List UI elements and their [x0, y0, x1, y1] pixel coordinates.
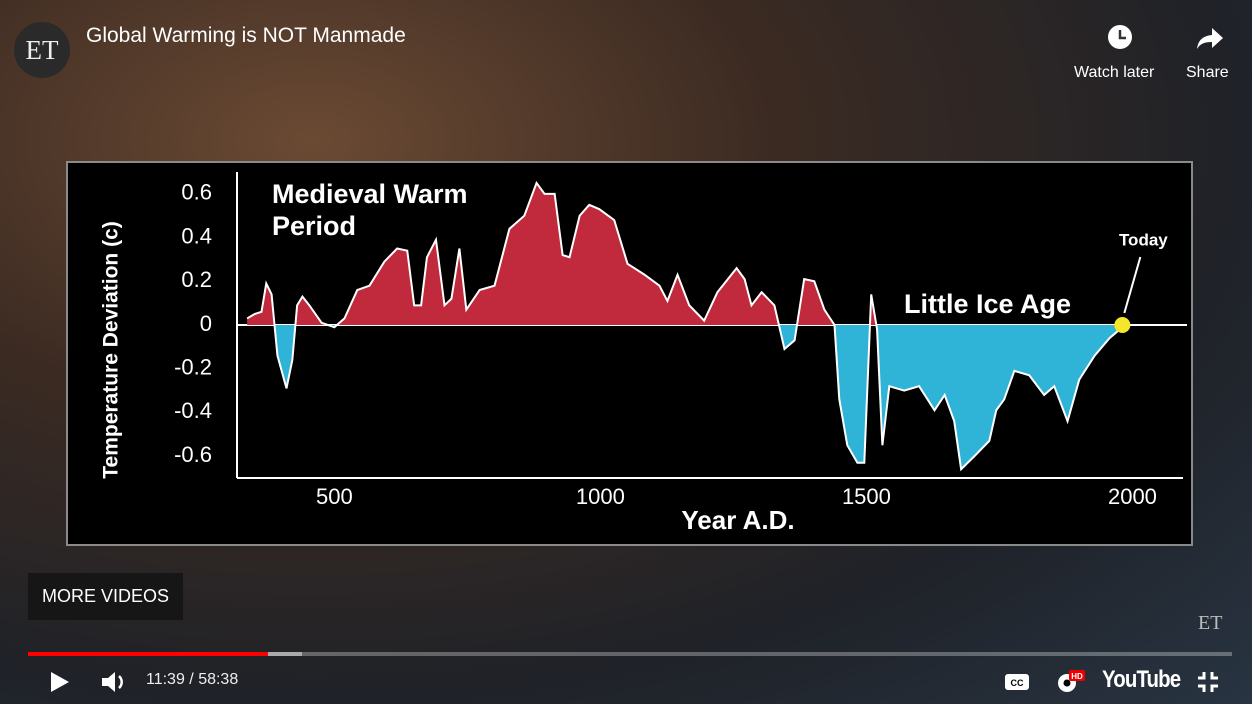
y-tick-label: -0.2 [174, 355, 212, 380]
progress-played [28, 652, 268, 656]
channel-logo[interactable]: ET [14, 22, 70, 78]
x-tick-label: 1000 [576, 484, 625, 509]
play-button[interactable] [48, 670, 72, 694]
x-axis-label: Year A.D. [681, 505, 794, 535]
marker-label: Today [1119, 230, 1168, 249]
svg-text:CC: CC [1011, 678, 1024, 688]
watch-later-icon[interactable] [1105, 24, 1135, 54]
chart: Temperature Deviation (c) Year A.D. 0.6 0… [0, 0, 1252, 704]
exit-fullscreen-button[interactable] [1196, 670, 1220, 694]
watermark: ET [1198, 612, 1222, 635]
y-tick-label: 0.6 [181, 180, 212, 205]
y-tick-label: -0.4 [174, 398, 212, 423]
chart-annotation: Medieval Warm Period [272, 178, 542, 242]
watch-later-button[interactable]: Watch later [1074, 64, 1154, 82]
x-tick-label: 1500 [842, 484, 891, 509]
volume-button[interactable] [100, 670, 130, 694]
settings-button[interactable]: HD [1054, 668, 1086, 694]
x-tick-label: 500 [316, 484, 353, 509]
video-player: Temperature Deviation (c) Year A.D. 0.6 0… [0, 0, 1252, 704]
y-tick-label: 0.2 [181, 267, 212, 292]
y-tick-label: 0 [200, 311, 212, 336]
captions-button[interactable]: CC [1004, 672, 1030, 692]
chart-annotation: Little Ice Age [904, 288, 1071, 320]
today-marker [1114, 317, 1130, 333]
share-icon[interactable] [1195, 26, 1225, 52]
svg-text:HD: HD [1071, 672, 1083, 681]
share-button[interactable]: Share [1186, 64, 1229, 82]
y-tick-label: 0.4 [181, 223, 212, 248]
video-title[interactable]: Global Warming is NOT Manmade [86, 24, 406, 48]
y-axis-label: Temperature Deviation (c) [100, 221, 123, 479]
more-videos-button[interactable]: MORE VIDEOS [28, 573, 183, 620]
x-tick-label: 2000 [1108, 484, 1157, 509]
y-tick-label: -0.6 [174, 442, 212, 467]
youtube-logo[interactable]: YouTube [1102, 666, 1180, 694]
time-display: 11:39 / 58:38 [146, 671, 238, 689]
